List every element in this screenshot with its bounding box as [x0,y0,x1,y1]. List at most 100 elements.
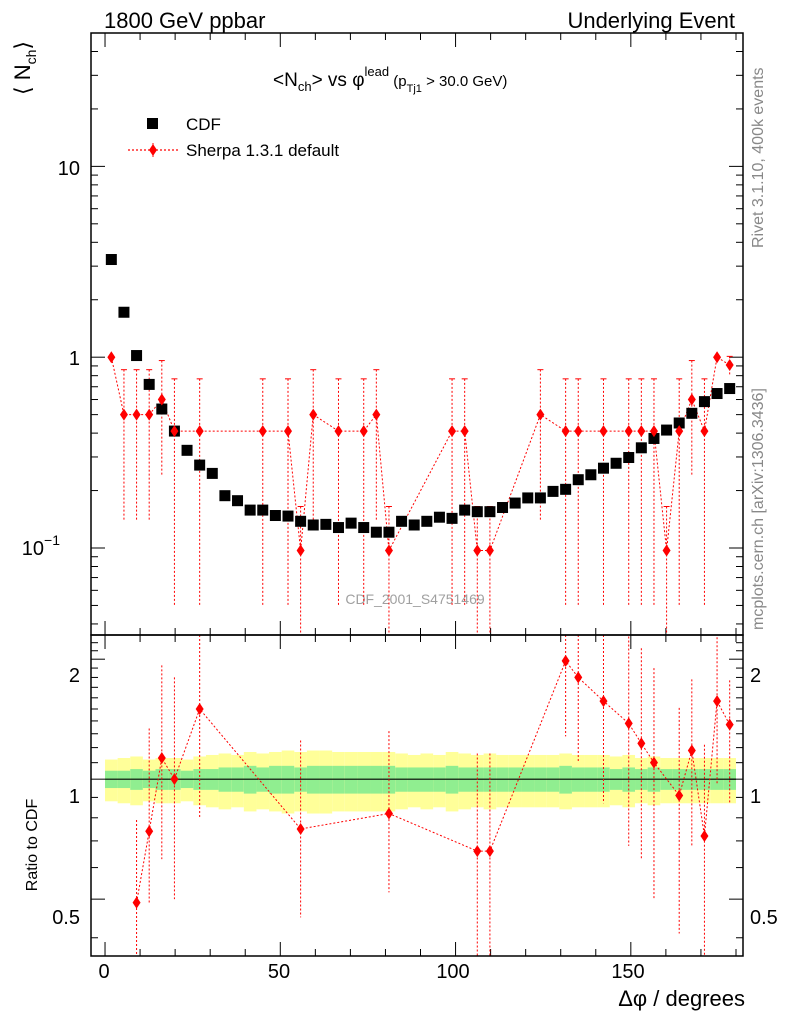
x-tick-label-100: 100 [436,961,469,983]
cdf-point [648,432,660,444]
y-tick-label-1: 1 [69,348,80,370]
cdf-point [370,526,382,538]
cdf-point [534,492,546,504]
sherpa-point [296,544,305,557]
ratio-series-line [136,659,731,903]
title-lhs: <N [273,70,298,91]
ratio-point [170,773,179,786]
cdf-point [219,490,231,502]
sherpa-point [624,425,633,438]
sherpa-series-line [110,356,730,553]
sherpa-point [334,425,343,438]
cdf-point [244,504,256,516]
ratio-y-label: Ratio to CDF [24,799,41,892]
ratio-tick-label-1-right: 1 [750,786,761,808]
cdf-point [585,469,597,481]
sherpa-point [460,425,469,438]
ratio-point [145,825,154,838]
sherpa-point [700,425,709,438]
header-right: Underlying Event [567,8,735,33]
ratio-point [675,789,684,802]
title-lhs-sub: ch [298,79,312,94]
ratio-point [561,654,570,667]
ratio-point [574,671,583,684]
svg-text:⟨ Nch⟩: ⟨ Nch⟩ [10,41,39,95]
sherpa-point [195,425,204,438]
cdf-point [686,407,698,419]
sherpa-point [599,425,608,438]
x-tick-label-50: 50 [268,961,290,983]
cdf-point [295,515,307,527]
cdf-point [421,515,433,527]
ratio-point [637,737,646,750]
cdf-point [269,510,281,522]
cdf-point [547,485,559,497]
ratio-point [132,896,141,909]
cdf-point [673,417,685,429]
cdf-point [408,519,420,531]
cdf-point [282,510,294,522]
cdf-point [433,511,445,523]
ratio-tick-label-2-left: 2 [69,665,80,687]
ratio-point [195,702,204,715]
cdf-point [307,519,319,531]
ratio-point [725,718,734,731]
x-axis-label: Δφ / degrees [618,986,745,1011]
sherpa-point [119,408,128,421]
ratio-point [485,845,494,858]
ratio-tick-label-0-5-left: 0.5 [52,907,80,929]
ratio-tick-label-1-left: 1 [69,786,80,808]
sherpa-point [485,544,494,557]
legend: CDF Sherpa 1.3.1 default [128,115,339,160]
cdf-point [257,504,269,516]
header-left: 1800 GeV ppbar [104,8,265,33]
cdf-point [522,492,534,504]
y-tick-label-0-1-base: 10 [22,538,44,560]
cdf-point [320,518,332,530]
sherpa-point [372,408,381,421]
cdf-point [383,526,395,538]
sherpa-point [384,544,393,557]
sherpa-point [107,351,116,364]
title-paren-rest: > 30.0 GeV) [422,73,507,90]
chart-title: <Nch> vs φlead (pTj1 > 30.0 GeV) [273,64,507,95]
legend-cdf-label: CDF [186,115,221,134]
cdf-point [661,424,673,436]
watermark: CDF_2001_S4751469 [345,591,485,607]
ratio-point [473,845,482,858]
cdf-point [509,497,521,509]
cdf-point [143,378,155,390]
title-paren-sub: Tj1 [407,83,422,95]
cdf-point [206,467,218,479]
x-tick-label-150: 150 [611,961,644,983]
cdf-point [332,522,344,534]
sherpa-point [561,425,570,438]
cdf-point [560,483,572,495]
ratio-tick-label-0-5-right: 0.5 [750,907,778,929]
sherpa-point [574,425,583,438]
sherpa-point [687,393,696,406]
cdf-point [635,442,647,454]
y-axis-label: ⟨ Nch⟩ [10,41,39,95]
ratio-tick-label-2-right: 2 [750,665,761,687]
sherpa-point [258,425,267,438]
sherpa-point [157,393,166,406]
sherpa-point [145,408,154,421]
sherpa-point [536,408,545,421]
sherpa-point [649,425,658,438]
cdf-point [497,502,509,514]
cdf-point [345,517,357,529]
sherpa-point [132,408,141,421]
cdf-point [446,512,458,524]
ratio-point [157,752,166,765]
cdf-point [181,444,193,456]
ratio-point [384,807,393,820]
ratio-point [624,717,633,730]
sherpa-point [284,425,293,438]
cdf-point [484,506,496,518]
cdf-point [623,452,635,464]
sherpa-point [309,408,318,421]
sherpa-point [725,359,734,372]
cdf-point [610,457,622,469]
